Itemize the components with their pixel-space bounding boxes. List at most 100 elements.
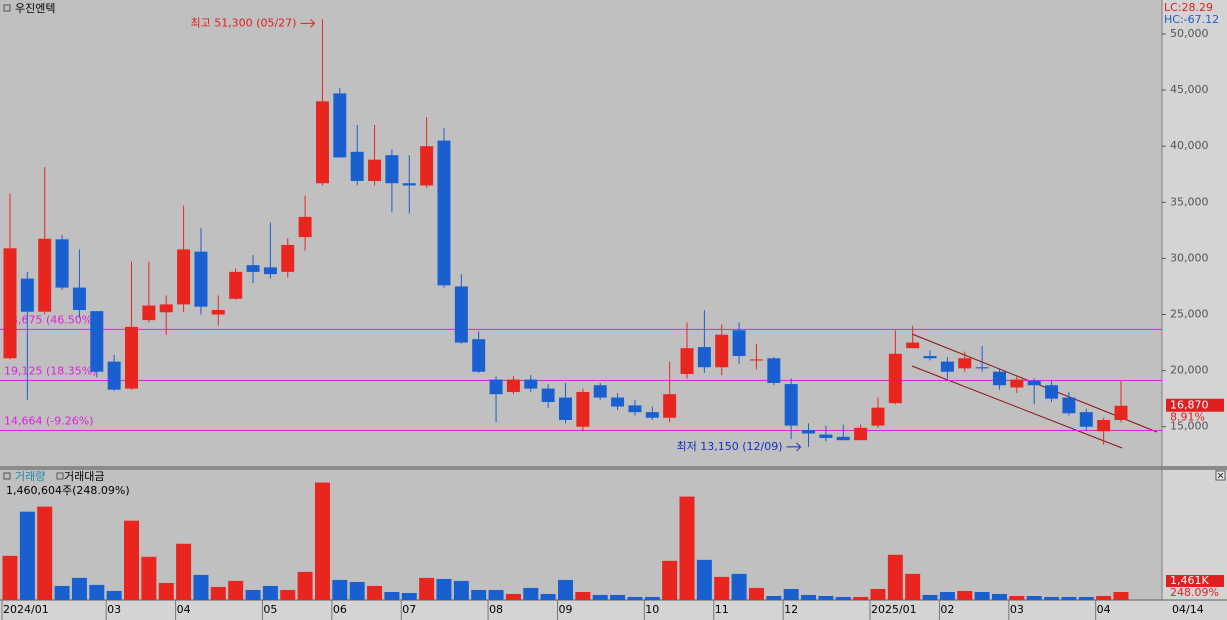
candle-body — [472, 339, 486, 372]
candle-body — [767, 358, 781, 383]
candle-body — [1010, 379, 1024, 388]
level-label: 23,675 (46.50%) — [4, 313, 97, 326]
volume-bar — [71, 577, 87, 600]
candle-body — [90, 311, 104, 372]
volume-bar — [471, 589, 487, 600]
x-tick-label: 10 — [645, 603, 659, 616]
volume-bar — [870, 588, 886, 600]
candle-body — [1062, 397, 1076, 414]
candle-body — [611, 397, 625, 407]
x-tick-label: 2025/01 — [871, 603, 917, 616]
candle-body — [628, 405, 642, 413]
candle-body — [72, 287, 86, 311]
volume-bar — [505, 593, 521, 600]
volume-bar — [905, 573, 921, 600]
x-tick-label: 03 — [107, 603, 121, 616]
candle-body — [715, 334, 729, 368]
arrow — [300, 19, 316, 28]
volume-bar — [523, 587, 539, 600]
candle-body — [1045, 385, 1059, 399]
candle-body — [454, 286, 468, 343]
volume-bar — [89, 584, 105, 600]
candle-body — [784, 384, 798, 426]
candle-body — [854, 427, 868, 441]
last-price-tag — [1166, 398, 1224, 412]
x-tick-label: 02 — [940, 603, 954, 616]
candle-body — [506, 379, 520, 392]
candle-body — [871, 407, 885, 426]
volume-bar — [141, 556, 157, 600]
y-tick-label: 20,000 — [1170, 364, 1209, 377]
x-tick-label: 04 — [1097, 603, 1111, 616]
volume-bar — [332, 579, 348, 600]
candle-body — [246, 265, 260, 272]
y-tick-label: 40,000 — [1170, 139, 1209, 152]
candle-body — [194, 251, 208, 307]
volume-bar — [766, 595, 782, 600]
candle-body — [819, 434, 833, 438]
indicator-lc: LC:28.29 — [1164, 1, 1213, 14]
candle-body — [958, 358, 972, 369]
volume-bar — [176, 543, 192, 600]
candle-body — [749, 359, 763, 361]
volume-bar — [401, 592, 417, 600]
candle-body — [680, 348, 694, 374]
volume-bar — [783, 588, 799, 600]
stock-name: 우진엔텍 — [15, 2, 55, 15]
candle-body — [645, 412, 659, 418]
low-annotation: 최저 13,150 (12/09) — [677, 440, 783, 453]
icon — [56, 472, 64, 480]
volume-bar — [714, 576, 730, 600]
volume-bar — [991, 593, 1007, 600]
volume-bar — [228, 580, 244, 600]
candle-body — [368, 159, 382, 181]
candle-body — [385, 155, 399, 184]
candle-body — [802, 430, 816, 434]
volume-title: 거래량 — [15, 470, 45, 483]
y-tick-label: 50,000 — [1170, 27, 1209, 40]
candle-body — [923, 356, 937, 359]
candle-body — [315, 101, 329, 184]
candle-body — [836, 436, 850, 441]
volume-bar — [297, 571, 313, 600]
candle-body — [3, 248, 17, 359]
x-tick-label: 12 — [784, 603, 798, 616]
volume-bar — [419, 577, 435, 600]
level-label: 19,125 (18.35%) — [4, 364, 97, 377]
candle-body — [55, 239, 69, 288]
arrow — [786, 442, 802, 452]
volume-bar — [453, 580, 469, 600]
volume-bar — [488, 589, 504, 600]
trend-line — [911, 365, 1123, 449]
volume-bar — [54, 585, 70, 600]
volume-bar — [193, 574, 209, 600]
candle-body — [593, 385, 607, 398]
candle-body — [732, 330, 746, 357]
candle-body — [420, 146, 434, 186]
high-annotation: 최고 51,300 (05/27) — [190, 16, 296, 29]
candle-body — [350, 151, 364, 181]
last-volume-tag — [1166, 575, 1224, 587]
volume-bar — [575, 591, 591, 600]
candle-body — [229, 271, 243, 299]
x-tick-label: 06 — [333, 603, 347, 616]
volume-bar — [349, 581, 365, 600]
candle-body — [576, 391, 590, 427]
last-ratio-label: 248.09% — [1170, 586, 1219, 599]
volume-bar — [1044, 596, 1060, 600]
x-tick-label: 2024/01 — [3, 603, 49, 616]
candle-body — [38, 238, 52, 312]
candle-body — [177, 249, 191, 305]
candle-body — [524, 379, 538, 389]
volume-bar — [922, 594, 938, 600]
volume-bar — [835, 596, 851, 600]
volume-bar — [610, 594, 626, 600]
x-tick-label: 09 — [559, 603, 573, 616]
candle-body — [298, 216, 312, 238]
candle-body — [1114, 405, 1128, 420]
volume-bar — [1096, 595, 1112, 600]
candle-body — [906, 342, 920, 349]
volume-bar — [627, 596, 643, 600]
candle-body — [992, 371, 1006, 386]
